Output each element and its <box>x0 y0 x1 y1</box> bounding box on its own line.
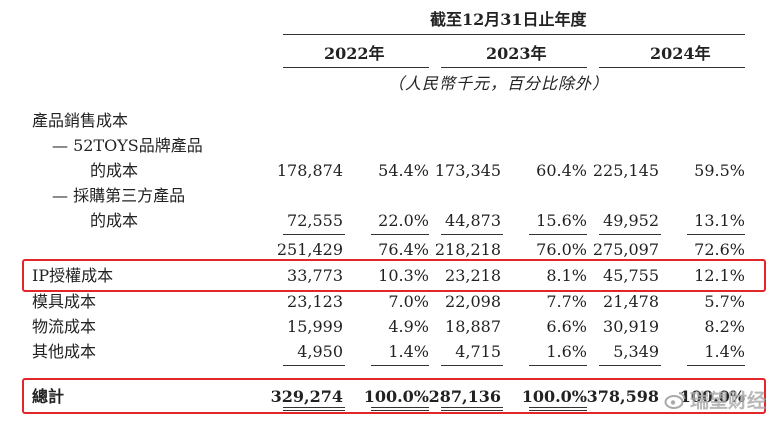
cell-percent: 1.6% <box>546 342 587 361</box>
cell-percent: 7.7% <box>546 292 587 311</box>
subtotal-rule <box>371 234 429 235</box>
row-label: 的成本 <box>90 211 139 230</box>
cell-value: 44,873 <box>445 211 501 230</box>
cell-value: 275,097 <box>592 240 659 259</box>
total-double-rule <box>283 410 345 411</box>
total-value: 287,136 <box>428 387 501 406</box>
year-rule-2022 <box>283 67 429 68</box>
total-rule <box>371 365 429 366</box>
weibo-icon <box>664 391 686 409</box>
cell-value: 30,919 <box>603 317 659 336</box>
cell-value: 49,952 <box>603 211 659 230</box>
cell-percent: 22.0% <box>378 211 429 230</box>
cell-percent: 10.3% <box>378 266 429 285</box>
cell-percent: 8.2% <box>704 317 745 336</box>
row-label: 的成本 <box>90 161 139 180</box>
total-rule <box>529 365 587 366</box>
cell-value: 72,555 <box>287 211 343 230</box>
cell-percent: 72.6% <box>694 240 745 259</box>
total-percent: 100.0% <box>521 387 587 406</box>
cell-percent: 1.4% <box>388 342 429 361</box>
cell-percent: 15.6% <box>536 211 587 230</box>
row-label: 模具成本 <box>32 292 97 311</box>
cell-value: 15,999 <box>287 317 343 336</box>
total-double-rule <box>371 407 429 408</box>
row-label: — 52TOYS品牌產品 <box>52 136 203 155</box>
total-label: 總計 <box>32 387 65 406</box>
total-double-rule <box>283 407 345 408</box>
total-double-rule <box>441 407 503 408</box>
cell-percent: 12.1% <box>694 266 745 285</box>
cell-percent: 5.7% <box>704 292 745 311</box>
cell-value: 4,715 <box>455 342 501 361</box>
total-rule <box>441 365 503 366</box>
total-double-rule <box>529 410 587 411</box>
total-rule <box>283 365 345 366</box>
watermark-text: 瑞望财经 <box>690 390 767 412</box>
cell-percent: 59.5% <box>694 161 745 180</box>
cell-percent: 6.6% <box>546 317 587 336</box>
row-label: — 採購第三方產品 <box>52 186 186 205</box>
cell-value: 5,349 <box>613 342 659 361</box>
total-rule <box>599 365 661 366</box>
row-label: IP授權成本 <box>32 266 114 285</box>
ip-license-highlight-box <box>22 259 766 292</box>
year-rule-2024 <box>599 67 745 68</box>
cell-percent: 4.9% <box>388 317 429 336</box>
total-percent: 100.0% <box>363 387 429 406</box>
cell-percent: 60.4% <box>536 161 587 180</box>
subtotal-rule <box>529 234 587 235</box>
total-percent: 100.0% <box>679 387 745 406</box>
total-value: 329,274 <box>270 387 343 406</box>
row-label: 其他成本 <box>32 342 97 361</box>
cell-value: 178,874 <box>276 161 343 180</box>
cell-percent: 13.1% <box>694 211 745 230</box>
cell-value: 173,345 <box>434 161 501 180</box>
cell-percent: 76.0% <box>536 240 587 259</box>
cell-value: 225,145 <box>592 161 659 180</box>
year-header-2022: 2022年 <box>324 44 385 63</box>
subtotal-rule <box>687 234 745 235</box>
subtotal-rule <box>599 234 661 235</box>
cell-percent: 54.4% <box>378 161 429 180</box>
year-header-2024: 2024年 <box>650 44 711 63</box>
header-rule-top <box>283 34 745 35</box>
year-rule-2023 <box>441 67 587 68</box>
cell-value: 18,887 <box>445 317 501 336</box>
year-header-2023: 2023年 <box>486 44 547 63</box>
cell-percent: 76.4% <box>378 240 429 259</box>
total-highlight-box <box>22 378 766 414</box>
cell-percent: 7.0% <box>388 292 429 311</box>
total-rule <box>687 365 745 366</box>
cell-value: 22,098 <box>445 292 501 311</box>
cell-value: 21,478 <box>603 292 659 311</box>
cell-value: 23,218 <box>445 266 501 285</box>
unit-note: （人民幣千元，百分比除外） <box>388 74 610 93</box>
watermark: 瑞望财经 <box>664 386 766 413</box>
total-double-rule <box>441 410 503 411</box>
cell-value: 45,755 <box>603 266 659 285</box>
period-header: 截至12月31日止年度 <box>430 10 587 29</box>
total-double-rule <box>529 407 587 408</box>
cell-value: 218,218 <box>434 240 501 259</box>
cell-percent: 8.1% <box>546 266 587 285</box>
subtotal-rule <box>441 234 503 235</box>
cell-value: 33,773 <box>287 266 343 285</box>
subtotal-rule <box>283 234 345 235</box>
row-label: 物流成本 <box>32 317 97 336</box>
cell-value: 251,429 <box>276 240 343 259</box>
total-double-rule <box>371 410 429 411</box>
row-label: 產品銷售成本 <box>32 111 129 130</box>
cell-percent: 1.4% <box>704 342 745 361</box>
cell-value: 23,123 <box>287 292 343 311</box>
total-value: 378,598 <box>586 387 659 406</box>
cell-value: 4,950 <box>297 342 343 361</box>
